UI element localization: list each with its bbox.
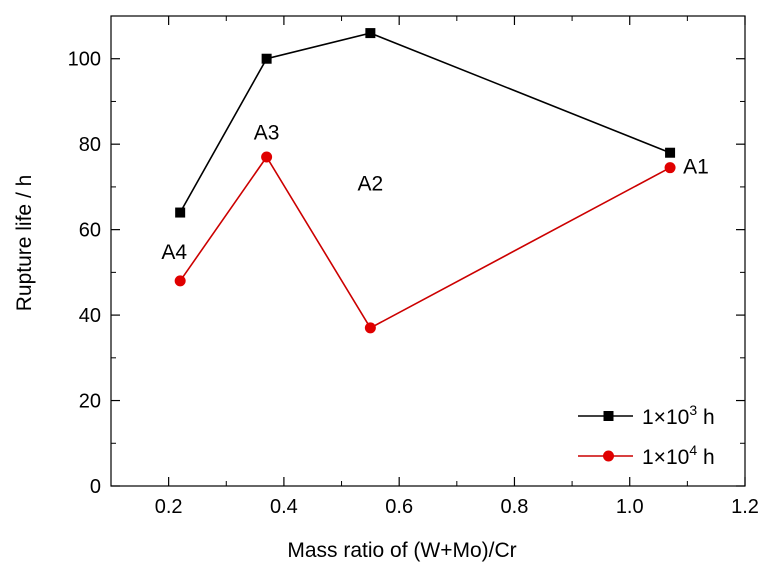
x-tick-label: 0.2 [155,496,183,518]
x-tick-label: 1.2 [731,496,759,518]
y-tick-label: 0 [90,476,101,498]
data-point [365,28,376,39]
series-layer [174,28,676,334]
x-tick-label: 0.6 [385,496,413,518]
series-2 [174,151,676,334]
x-tick-label: 1.0 [616,496,644,518]
annotation-label: A4 [161,241,187,264]
legend: 1×103 h1×104 h [578,402,715,469]
legend-marker [603,450,614,462]
legend-label-exponent: 4 [689,442,697,458]
legend-label-unit: h [697,446,715,469]
series-1 [175,28,676,218]
legend-entry-2: 1×104 h [578,442,715,469]
legend-label-unit: h [697,406,715,429]
data-point [664,162,676,174]
data-point [261,151,273,163]
plot-frame [110,15,746,487]
data-point [261,53,272,64]
data-point [364,322,376,334]
legend-entry-1: 1×103 h [578,402,715,429]
y-tick-label: 100 [68,49,101,71]
y-tick-label: 60 [79,220,101,242]
legend-label-exponent: 3 [689,402,697,418]
annotation-label: A1 [683,156,709,179]
y-tick-label: 80 [79,134,101,156]
x-tick-label: 0.8 [501,496,529,518]
data-point [665,147,676,158]
data-point [175,207,186,218]
legend-label: 1×104 h [642,442,715,469]
series-line [179,32,671,213]
annotations: A4 A3 A2 A1 [161,121,708,264]
x-tick-label: 0.4 [270,496,298,518]
legend-label-base: 1×10 [642,446,689,469]
legend-label-base: 1×10 [642,406,689,429]
y-axis-label: Rupture life / h [13,175,36,312]
axes: 0.2 0.4 0.6 0.8 1.0 1.2 0 20 40 60 80 100 [68,15,759,518]
data-point [174,275,186,287]
legend-marker [603,411,614,421]
series-line [179,155,671,329]
y-tick-label: 20 [79,391,101,413]
annotation-label: A3 [254,121,280,144]
x-axis-label: Mass ratio of (W+Mo)/Cr [287,539,516,562]
legend-label: 1×103 h [642,402,715,429]
annotation-label: A2 [358,173,384,196]
y-tick-label: 40 [79,305,101,327]
